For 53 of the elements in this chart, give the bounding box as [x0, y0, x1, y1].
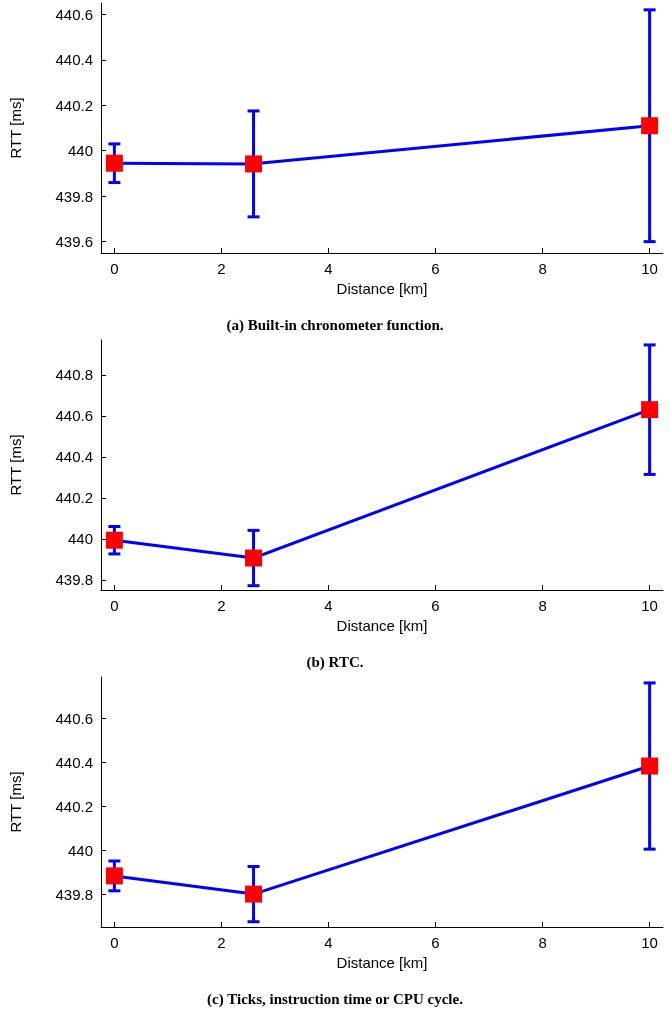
- x-tick-label: 0: [110, 597, 119, 614]
- x-tick-label: 0: [110, 260, 119, 277]
- point: [245, 155, 263, 173]
- x-tick-label: 8: [538, 934, 547, 951]
- x-axis-title: Distance [km]: [336, 616, 428, 634]
- x-tick-label: 4: [324, 597, 333, 614]
- point: [641, 117, 659, 135]
- point: [245, 885, 263, 903]
- point: [641, 757, 659, 775]
- y-tick-label: 440.6: [55, 407, 93, 425]
- point: [105, 531, 123, 549]
- x-tick-label: 2: [217, 260, 226, 277]
- y-tick-label: 439.6: [55, 233, 93, 251]
- y-tick-label: 439.8: [55, 571, 93, 589]
- x-tick-label: 6: [431, 934, 440, 951]
- y-axis-title: RTT [ms]: [7, 97, 24, 159]
- y-tick-label: 440.4: [55, 51, 93, 69]
- text: (c) Ticks, instruction time or CPU cycle.: [207, 990, 464, 1008]
- point: [641, 401, 659, 419]
- x-tick-label: 4: [324, 260, 333, 277]
- x-tick-label: 10: [641, 260, 658, 277]
- x-tick-label: 8: [538, 260, 547, 277]
- x-tick-label: 10: [641, 597, 658, 614]
- y-tick-label: 440.8: [55, 366, 93, 384]
- x-tick-label: 0: [110, 934, 119, 951]
- text: (b) RTC.: [306, 653, 364, 671]
- x-axis-title: Distance [km]: [336, 953, 428, 971]
- y-tick-label: 440.6: [55, 710, 93, 728]
- text: (a) Built-in chronometer function.: [226, 316, 444, 334]
- x-tick-label: 2: [217, 597, 226, 614]
- x-tick-label: 10: [641, 934, 658, 951]
- point: [105, 154, 123, 172]
- x-tick-label: 6: [431, 597, 440, 614]
- y-tick-label: 440.2: [55, 797, 93, 815]
- y-tick-label: 440.4: [55, 448, 93, 466]
- x-tick-label: 4: [324, 934, 333, 951]
- x-tick-label: 6: [431, 260, 440, 277]
- point: [105, 867, 123, 885]
- y-tick-label: 440.2: [55, 489, 93, 507]
- y-tick-label: 440.4: [55, 754, 93, 772]
- y-tick-label: 440: [67, 841, 93, 859]
- y-tick-label: 439.8: [55, 885, 93, 903]
- y-tick-label: 439.8: [55, 187, 93, 205]
- y-tick-label: 440: [67, 530, 93, 548]
- point: [245, 549, 263, 567]
- y-tick-label: 440: [67, 142, 93, 160]
- x-axis-title: Distance [km]: [336, 279, 428, 297]
- y-axis-title: RTT [ms]: [7, 434, 24, 496]
- x-tick-label: 2: [217, 934, 226, 951]
- x-tick-label: 8: [538, 597, 547, 614]
- y-tick-label: 440.6: [55, 5, 93, 23]
- y-tick-label: 440.2: [55, 96, 93, 114]
- y-axis-title: RTT [ms]: [7, 771, 24, 833]
